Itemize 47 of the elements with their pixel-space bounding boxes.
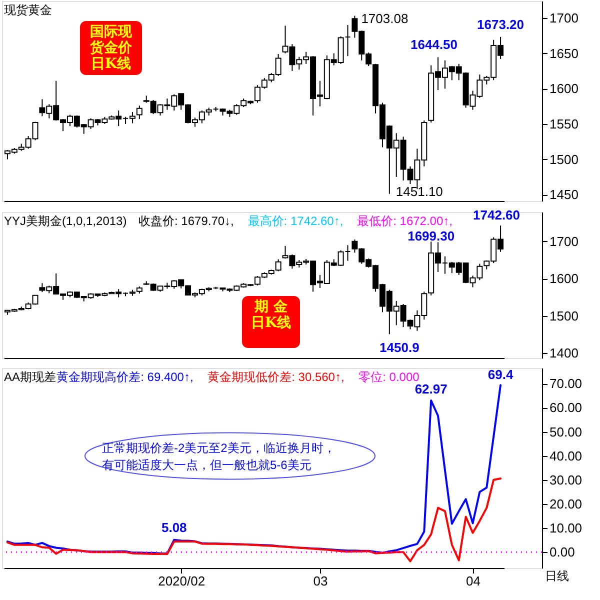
- ref-line-label: 零位: 0.000: [358, 370, 420, 384]
- annotation: 1699.30: [408, 228, 455, 244]
- annotation: 5.08: [161, 520, 187, 535]
- text: 黄金期现低价差: 30.560↑,: [208, 370, 344, 384]
- y-tick-label: 1400: [550, 346, 578, 361]
- annotation: 1450.9: [380, 340, 420, 356]
- y-tick-label: 1550: [550, 116, 578, 132]
- annotation: 期 金日K线: [250, 299, 292, 331]
- annotation: 正常期现价差-2美元至2美元，临近换月时，有可能适度大一点，但一般也就5-6美元: [102, 441, 336, 472]
- annotation: 国际现货金价日K线: [89, 24, 133, 72]
- y-tick-label: 0.00: [550, 544, 575, 560]
- y-tick-label: 1700: [550, 234, 578, 249]
- y-tick-label: 30.00: [550, 472, 582, 488]
- x-tick-label: 2020/02: [158, 574, 206, 588]
- y-tick-label: 1600: [550, 271, 578, 286]
- annotation: 最低价: 1672.00↑,: [357, 214, 452, 228]
- y-tick-label: 40.00: [550, 448, 582, 464]
- y-tick-label: 70.00: [550, 376, 582, 392]
- y-tick-label: 60.00: [550, 400, 582, 416]
- chart-title: AA期现差: [4, 370, 56, 384]
- annotation: 69.4: [488, 367, 514, 382]
- annotation: 1703.08: [361, 10, 408, 26]
- annotation: 收盘价: 1679.70↓,: [138, 214, 234, 228]
- y-tick-label: 1650: [550, 46, 578, 61]
- text: 黄金期现高价差: 69.400↑,: [56, 370, 194, 384]
- annotation: 1644.50: [410, 37, 458, 52]
- y-tick-label: 1700: [550, 10, 578, 26]
- annotation: 1673.20: [477, 16, 524, 32]
- x-tick-label: 04: [466, 574, 480, 588]
- chart-title: YYJ美期金(1,0,1,2013): [4, 214, 127, 228]
- line-series: [6, 477, 502, 562]
- y-tick-label: 10.00: [550, 520, 582, 536]
- candlestick: [136, 105, 142, 120]
- y-tick-label: 1500: [550, 152, 578, 167]
- annotation: 最高价: 1742.60↑,: [248, 214, 344, 228]
- x-tick-label: 03: [313, 574, 328, 588]
- chart-title: 现货黄金: [4, 3, 52, 17]
- text: 日线: [545, 569, 569, 583]
- annotation: 1451.10: [396, 184, 443, 199]
- y-tick-label: 1450: [550, 187, 578, 202]
- y-tick-label: 1500: [550, 308, 578, 324]
- line-series: [6, 384, 502, 555]
- y-tick-label: 1600: [550, 81, 578, 96]
- y-tick-label: 50.00: [550, 424, 582, 440]
- annotation: 62.97: [414, 381, 448, 396]
- y-tick-label: 20.00: [550, 496, 582, 512]
- annotation: 1742.60: [473, 208, 520, 223]
